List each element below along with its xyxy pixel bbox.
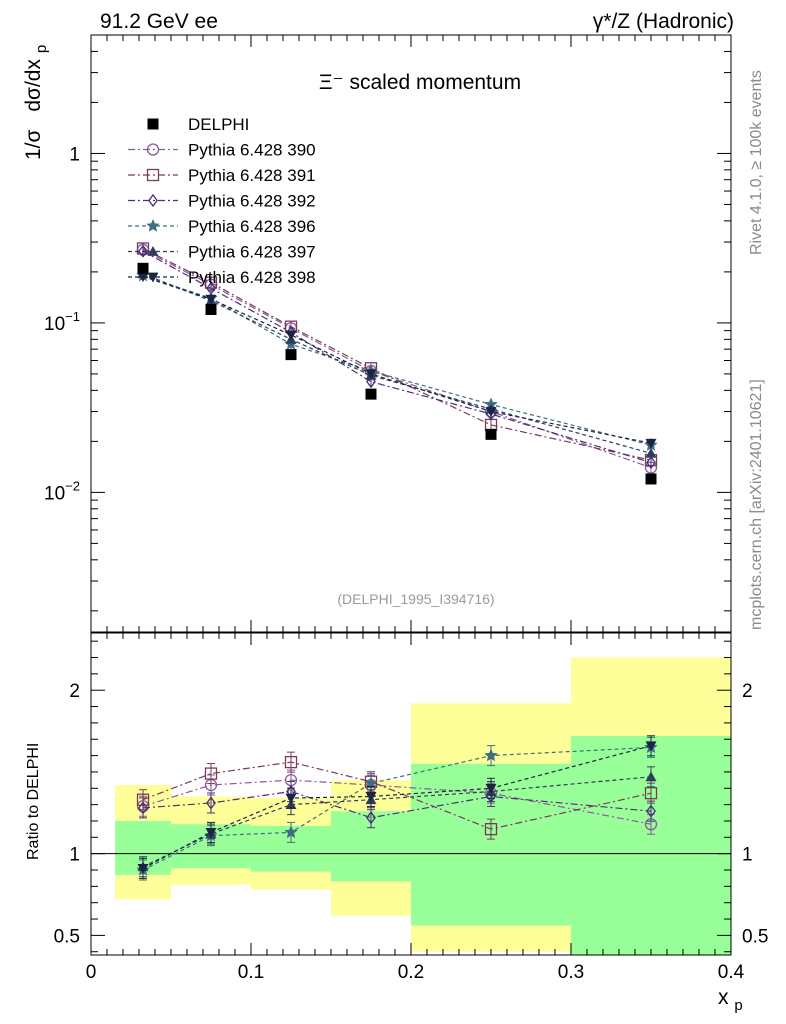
mc-point-2: [646, 455, 656, 470]
data-point: [205, 303, 217, 315]
ratio-line-3: [142, 746, 652, 871]
ratio-point-4: [645, 771, 657, 782]
x-tick-label: 0.2: [398, 962, 424, 983]
xlabel-part-2: p: [734, 997, 742, 1014]
ratio-point-5: [285, 793, 297, 804]
rivet-label: Rivet 4.1.0, ≥ 100k events: [748, 70, 765, 255]
mc-point-2: [366, 375, 376, 389]
ratio-point-5: [645, 741, 657, 752]
header-right: γ*/Z (Hadronic): [593, 10, 734, 33]
x-axis-label: x p: [718, 986, 743, 1014]
x-tick-label: 0.3: [558, 962, 584, 983]
y-tick-label-left: 2: [69, 681, 80, 702]
legend-label: Pythia 6.428 392: [188, 192, 316, 211]
ratio-line-4: [142, 776, 652, 868]
ratio-point-2: [646, 804, 656, 818]
legend-marker: [147, 246, 159, 256]
legend-marker: [146, 168, 160, 182]
ratio-point-3: [284, 825, 298, 839]
mc-line-4: [142, 273, 652, 454]
ratio-point-1: [204, 767, 218, 780]
svg-text:1/σ dσ/dx p: 1/σ dσ/dx p: [22, 45, 50, 160]
y-tick-label: 10−1: [44, 309, 80, 335]
mc-point-4: [645, 447, 657, 458]
mc-line-1: [142, 247, 652, 461]
legend-label: Pythia 6.428 398: [188, 268, 316, 287]
svg-text:x p: x p: [718, 986, 743, 1014]
legend-marker: [147, 272, 159, 283]
ratio-point-5: [205, 828, 217, 838]
data-point: [485, 428, 497, 440]
ratio-point-2: [138, 801, 148, 815]
y-tick-label-left: 0.5: [54, 926, 80, 947]
ylabel-part-1: 1/σ: [22, 129, 45, 160]
ratio-y-label: Ratio to DELPHI: [25, 743, 42, 860]
ratio-point-5: [485, 783, 497, 794]
header-left: 91.2 GeV ee: [100, 10, 218, 33]
ylabel-part-2: dσ/dx: [22, 59, 45, 112]
y-tick-label-left: 1: [69, 845, 80, 866]
mcplots-label: mcplots.cern.ch [arXiv:2401.10621]: [748, 379, 765, 630]
legend-marker: [146, 143, 160, 156]
data-point: [645, 473, 657, 485]
chart-title: Ξ⁻ scaled momentum: [319, 71, 521, 94]
main-panel: 1 10−1 10−2 Ξ⁻ scaled momentum (DELPHI_199…: [22, 34, 732, 633]
y-tick-label-right: 1: [742, 845, 753, 866]
legend-label: Pythia 6.428 390: [188, 141, 316, 160]
ratio-point-3: [484, 748, 498, 762]
ratio-line-1: [142, 761, 652, 830]
ratio-point-5: [137, 863, 149, 874]
ratio-point-1: [484, 822, 498, 836]
ratio-point-2: [206, 796, 216, 810]
mc-point-5: [205, 294, 217, 305]
legend-label: Pythia 6.428 396: [188, 217, 316, 236]
mc-line-3: [142, 275, 652, 446]
x-tick-label: 0.4: [718, 962, 745, 983]
ratio-point-2: [366, 811, 376, 825]
y-tick-label-right: 2: [742, 681, 753, 702]
ylabel-part-3: p: [33, 45, 50, 53]
legend-marker: [147, 118, 159, 130]
ratio-panel: 0 0.1 0.2 0.3 0.40.5 0.51 12 2 Ratio to DELPHI …: [25, 632, 768, 1014]
y-tick-label-right: 0.5: [742, 926, 768, 947]
data-point: [285, 349, 297, 361]
data-point: [365, 388, 377, 400]
y-tick-label: 10−2: [44, 478, 80, 504]
ratio-line-5: [142, 745, 652, 869]
ratio-point-5: [365, 792, 377, 802]
analysis-id: (DELPHI_1995_I394716): [337, 591, 494, 607]
legend-label: Pythia 6.428 397: [188, 243, 316, 262]
y-axis-label: 1/σ dσ/dx p: [22, 45, 50, 160]
mc-point-5: [285, 330, 297, 341]
mc-point-5: [365, 369, 377, 380]
mc-line-5: [142, 275, 652, 444]
data-point: [137, 262, 149, 274]
ratio-point-1: [284, 755, 298, 769]
legend-marker: [148, 193, 158, 208]
legend-marker: [146, 218, 160, 232]
xlabel-part-1: x: [718, 986, 729, 1009]
x-tick-label: 0.1: [238, 962, 264, 983]
y-tick-label: 1: [69, 144, 80, 165]
mc-point-5: [485, 407, 497, 418]
ratio-line-2: [142, 790, 652, 819]
mc-point-2: [138, 244, 148, 258]
x-tick-label: 0: [86, 962, 97, 983]
ratio-point-1: [644, 787, 658, 800]
legend: DELPHI Pythia 6.428 390 Pythia 6.428 391 Py…: [128, 115, 316, 287]
mc-line-0: [142, 249, 652, 469]
legend-label: DELPHI: [188, 115, 249, 134]
mc-point-5: [645, 438, 657, 449]
legend-label: Pythia 6.428 391: [188, 166, 316, 185]
